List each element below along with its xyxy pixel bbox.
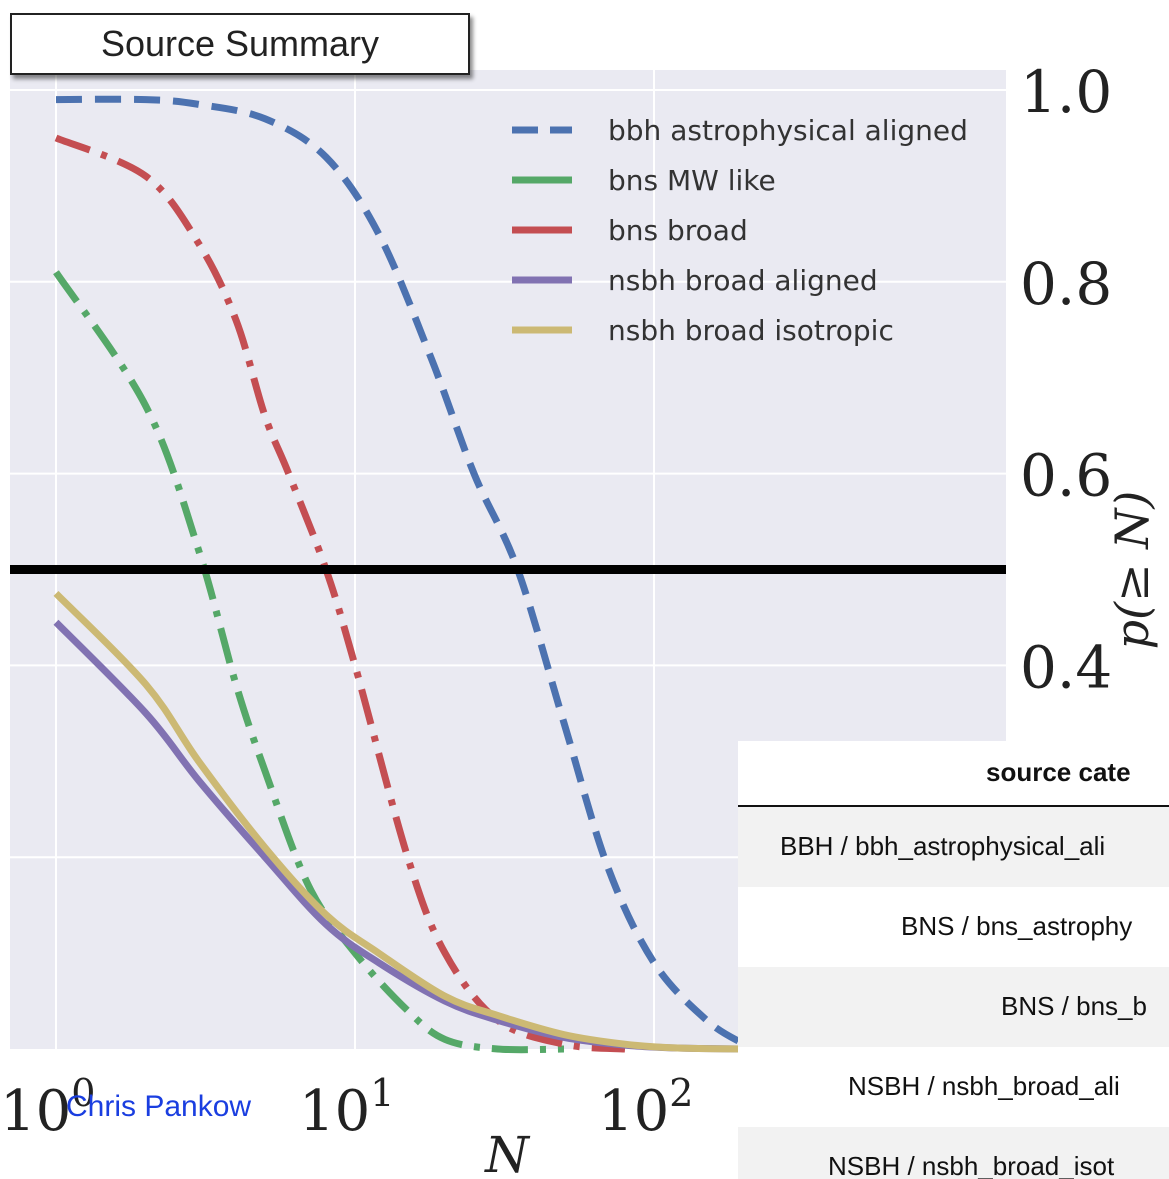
y-tick-label: 0.8	[1020, 250, 1112, 318]
series-line	[55, 95, 746, 1048]
legend: bbh astrophysical aligned bns MW like bns …	[512, 114, 968, 347]
plot-area	[10, 70, 1006, 1054]
table-row: NSBH / nsbh_broad_isot	[738, 1127, 1169, 1179]
table-cell: NSBH / nsbh_broad_isot	[828, 1151, 1115, 1179]
slide-title: Source Summary	[10, 13, 470, 75]
x-tick-label: 101	[299, 1071, 394, 1144]
x-axis-label: N	[484, 1126, 531, 1179]
table-cell: BNS / bns_b	[1001, 991, 1147, 1021]
author-credit: Chris Pankow	[66, 1090, 252, 1123]
table-row: BBH / bbh_astrophysical_ali	[738, 807, 1169, 887]
table-cell: BBH / bbh_astrophysical_ali	[780, 831, 1106, 861]
table-row: BNS / bns_b	[738, 967, 1169, 1047]
x-tick-label: 100	[0, 1071, 95, 1144]
series-line	[54, 134, 626, 1053]
table-cell: NSBH / nsbh_broad_ali	[848, 1071, 1120, 1101]
table-cell: BNS / bns_astrophy	[901, 911, 1133, 941]
series-line	[53, 270, 564, 1054]
source-table: source cate BBH / bbh_astrophysical_ali …	[738, 741, 1169, 1179]
legend-label: nsbh broad aligned	[608, 264, 878, 297]
y-tick-label: 0.4	[1020, 633, 1112, 701]
y-tick-label: 0.6	[1020, 442, 1112, 510]
table-row: BNS / bns_astrophy	[738, 887, 1169, 967]
y-tick-label: 1.0	[1020, 58, 1112, 126]
table-header-label: source cate	[986, 757, 1131, 787]
legend-label: bns broad	[608, 214, 748, 247]
x-tick-label: 102	[598, 1071, 693, 1144]
legend-label: bbh astrophysical aligned	[608, 114, 968, 147]
legend-label: bns MW like	[608, 164, 776, 197]
y-axis-label: p(≥ N)	[1105, 491, 1159, 650]
legend-label: nsbh broad isotropic	[608, 314, 894, 347]
table-row: NSBH / nsbh_broad_ali	[738, 1047, 1169, 1127]
series-line	[53, 591, 745, 1053]
table-header: source cate	[738, 741, 1169, 807]
